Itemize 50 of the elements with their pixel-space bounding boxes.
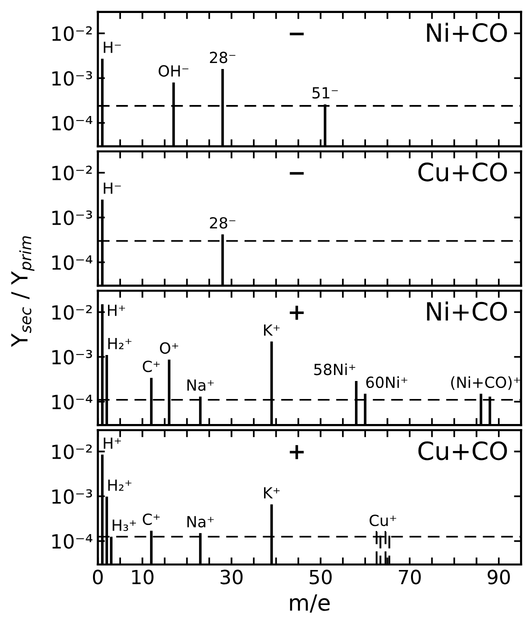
annotation: 60Ni⁺ xyxy=(366,376,408,388)
annotation: + xyxy=(290,306,304,320)
annotation: 58Ni⁺ xyxy=(314,363,356,376)
y-tick-label: 10⁻³ xyxy=(52,350,92,365)
annotation: H⁻ xyxy=(104,42,121,53)
y-tick-label: 10⁻⁴ xyxy=(52,116,92,131)
y-tick-label: 10⁻³ xyxy=(52,210,92,226)
x-axis-title: m/e xyxy=(290,594,330,613)
annotation: O⁺ xyxy=(160,342,178,354)
annotation: 51⁻ xyxy=(312,87,338,99)
annotation: H₂⁺ xyxy=(108,480,132,491)
y-tick-label: 10⁻³ xyxy=(52,71,92,86)
y-tick-label: 10⁻⁴ xyxy=(52,394,92,410)
x-tick-label: 10 xyxy=(132,570,154,584)
annotation: + xyxy=(290,445,304,460)
y-axis-title: Y$_{sec}$ / Y$_{prim}$ xyxy=(11,236,34,348)
annotation: 28⁻ xyxy=(210,52,236,64)
y-tick-label: 10⁻⁴ xyxy=(52,255,92,270)
annotation: H₂⁺ xyxy=(108,338,132,350)
annotation: 28⁻ xyxy=(210,217,236,229)
annotation: − xyxy=(290,172,304,175)
x-tick-label: 90 xyxy=(488,570,510,584)
x-tick-label: 50 xyxy=(310,570,332,584)
annotation: (Ni+CO)⁺ xyxy=(451,376,520,390)
chart-title: Cu+CO xyxy=(418,162,507,182)
annotation: K⁺ xyxy=(264,487,280,498)
annotation: H⁺ xyxy=(104,438,121,449)
y-tick-label: 10⁻⁴ xyxy=(52,534,92,549)
annotation: − xyxy=(290,32,304,36)
annotation: H⁺ xyxy=(108,304,126,316)
annotation: K⁺ xyxy=(264,324,280,336)
y-tick-label: 10⁻² xyxy=(52,305,92,320)
y-tick-label: 10⁻² xyxy=(52,166,92,180)
annotation: C⁺ xyxy=(142,513,160,526)
chart-title: Cu+CO xyxy=(418,441,507,460)
annotation: Na⁺ xyxy=(187,516,214,528)
y-tick-label: 10⁻² xyxy=(52,444,92,460)
x-tick-label: 0 xyxy=(92,570,103,584)
annotation: C⁺ xyxy=(142,360,160,372)
annotation: H⁻ xyxy=(104,182,121,194)
chart-title: Ni+CO xyxy=(427,22,507,42)
x-tick-label: 30 xyxy=(220,570,243,584)
annotation: OH⁻ xyxy=(158,65,188,77)
chart-title: Ni+CO xyxy=(427,301,507,321)
y-tick-label: 10⁻² xyxy=(52,26,92,41)
x-tick-label: 70 xyxy=(398,570,421,584)
annotation: Cu⁺ xyxy=(370,514,396,526)
annotation: Na⁺ xyxy=(187,379,214,391)
annotation: H₃⁺ xyxy=(112,520,136,531)
y-tick-label: 10⁻³ xyxy=(52,489,92,504)
